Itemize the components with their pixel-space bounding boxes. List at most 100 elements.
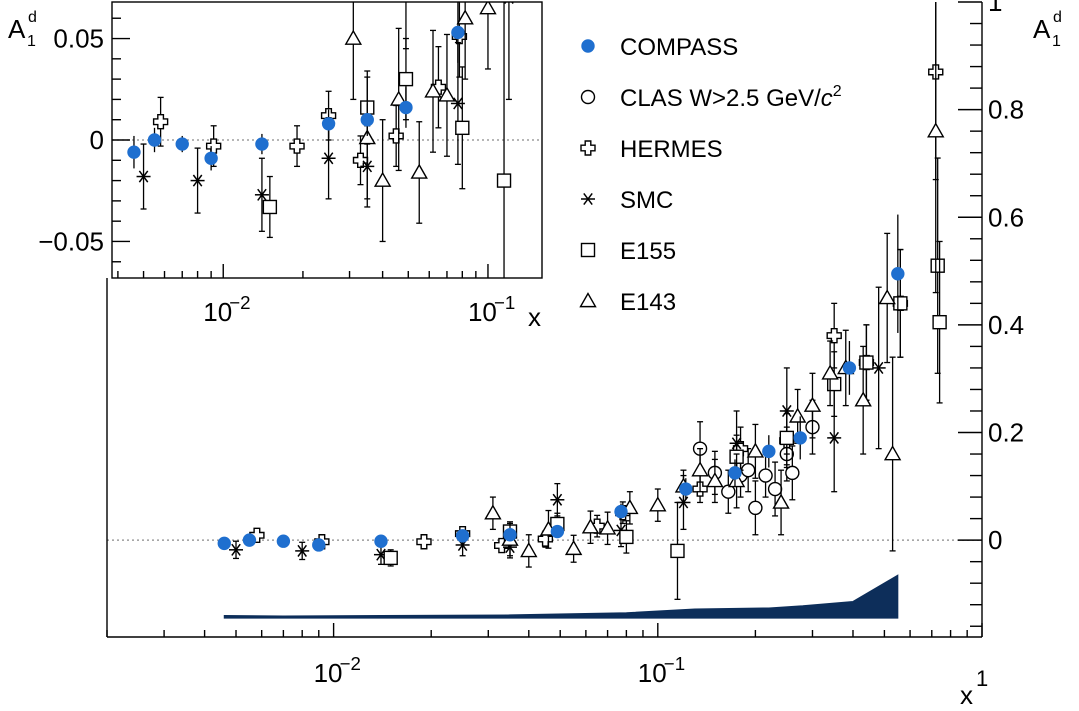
data-point-open-square-8 bbox=[859, 324, 874, 401]
y-tick-label: −0.05 bbox=[38, 226, 104, 256]
data-point-open-triangle-17 bbox=[821, 340, 839, 407]
data-point-open-triangle-20 bbox=[878, 232, 896, 364]
data-point-filled-circle-7 bbox=[550, 524, 565, 539]
legend-item-1: CLAS W>2.5 GeV/c2 bbox=[580, 83, 842, 112]
data-point-open-triangle-4 bbox=[564, 534, 583, 563]
inset-y-label-sup: d bbox=[28, 9, 37, 26]
data-point-filled-circle-14 bbox=[891, 214, 905, 333]
data-point-open-triangle-22 bbox=[927, 2, 945, 294]
data-point-open-triangle-3 bbox=[389, 27, 408, 172]
data-point-star-11 bbox=[871, 286, 886, 450]
inset-x-ticks: 10−2 10−1 bbox=[117, 264, 515, 327]
x-tick-label: 10 bbox=[203, 297, 232, 327]
y-tick-label: 0.05 bbox=[53, 24, 104, 54]
systematic-error-band bbox=[223, 574, 899, 619]
inset-y-ticks: −0.05 0 0.05 bbox=[38, 17, 130, 263]
main-y-label-sup: d bbox=[1053, 9, 1062, 26]
data-point-star-0 bbox=[136, 143, 151, 210]
data-point-open-triangle-0 bbox=[484, 496, 502, 531]
data-point-open-triangle-16 bbox=[803, 372, 822, 439]
data-point-open-triangle-5 bbox=[581, 510, 600, 545]
data-point-filled-circle-2 bbox=[276, 534, 291, 548]
y-tick-label: 0 bbox=[988, 525, 1002, 555]
legend-label: E155 bbox=[620, 238, 676, 265]
data-point-filled-circle-4 bbox=[255, 133, 269, 155]
data-point-open-square-9 bbox=[893, 248, 908, 358]
data-point-open-triangle-1 bbox=[358, 76, 376, 200]
data-point-open-triangle-6 bbox=[598, 511, 617, 546]
data-point-open-cross-0 bbox=[249, 527, 265, 543]
data-point-filled-circle-2 bbox=[175, 135, 189, 153]
data-point-open-square-0 bbox=[262, 175, 278, 239]
data-point-open-square-11 bbox=[932, 240, 947, 404]
data-point-open-triangle-4 bbox=[410, 121, 428, 224]
data-point-filled-circle-13 bbox=[842, 341, 857, 395]
legend-item-3: SMC bbox=[581, 187, 673, 214]
data-point-star-1 bbox=[295, 541, 310, 561]
data-point-filled-circle-0 bbox=[217, 536, 231, 551]
data-point-open-square-6 bbox=[779, 410, 795, 466]
data-point-open-triangle-6 bbox=[438, 33, 456, 157]
data-point-open-cross-6 bbox=[430, 45, 447, 129]
data-point-open-square-0 bbox=[383, 549, 398, 567]
y-tick-label: 0.6 bbox=[988, 202, 1024, 232]
data-point-filled-circle-5 bbox=[455, 529, 470, 543]
data-point-open-square-2 bbox=[398, 37, 414, 121]
main-x-ticks: 10−2 10−1 bbox=[106, 623, 983, 688]
data-point-filled-circle-1 bbox=[242, 533, 257, 547]
data-point-open-square-3 bbox=[455, 66, 470, 190]
data-point-open-triangle-19 bbox=[854, 345, 872, 455]
data-point-open-circle-9 bbox=[785, 445, 800, 501]
data-point-open-triangle-2 bbox=[520, 534, 538, 568]
main-x-label-exponent: 1 bbox=[976, 666, 988, 691]
data-point-star-5 bbox=[550, 482, 565, 517]
legend-label: COMPASS bbox=[620, 34, 738, 61]
x-tick-label-exponent: −2 bbox=[229, 292, 250, 313]
inset-y-label: A bbox=[8, 14, 26, 44]
x-tick-label: 10 bbox=[638, 658, 667, 688]
data-point-filled-circle-8 bbox=[451, 2, 465, 63]
data-point-filled-circle-9 bbox=[679, 478, 693, 500]
main-data-points bbox=[217, 2, 947, 600]
y-tick-label: 1 bbox=[988, 0, 1002, 17]
main-plot-area: 10−2 10−1 00.20.40.60.81 x 1 A 1 d bbox=[106, 0, 1062, 710]
legend-item-0: COMPASS bbox=[581, 34, 738, 61]
data-point-open-triangle-14 bbox=[772, 469, 790, 536]
data-point-filled-circle-6 bbox=[360, 103, 374, 136]
data-point-open-triangle-11 bbox=[706, 458, 724, 504]
data-point-filled-circle-10 bbox=[728, 459, 742, 487]
data-point-open-triangle-12 bbox=[727, 453, 746, 509]
systematic-band-shape bbox=[223, 574, 899, 619]
data-point-open-circle-5 bbox=[748, 480, 763, 536]
data-point-open-square-4 bbox=[670, 501, 685, 600]
data-point-star-0 bbox=[229, 540, 244, 560]
y-tick-label: 0.8 bbox=[988, 95, 1024, 125]
inset-data-points bbox=[127, 2, 514, 278]
data-point-filled-circle-6 bbox=[503, 528, 517, 542]
main-y-label-sub: 1 bbox=[1052, 33, 1061, 50]
data-point-filled-circle-3 bbox=[312, 538, 326, 552]
x-tick-label-exponent: −1 bbox=[494, 292, 515, 313]
data-point-filled-circle-7 bbox=[399, 87, 413, 128]
x-tick-label: 10 bbox=[314, 658, 343, 688]
legend: COMPASS CLAS W>2.5 GeV/c2 HERMES SMC E155 E14… bbox=[579, 34, 842, 316]
main-y-ticks: 0 0.2 0.4 0.6 0.8 1 bbox=[958, 0, 1024, 627]
y-tick-label: 0.2 bbox=[988, 418, 1024, 448]
data-point-star-2 bbox=[254, 157, 269, 232]
y-tick-label: 0.4 bbox=[988, 310, 1024, 340]
data-point-open-square-3 bbox=[619, 520, 634, 554]
data-point-open-triangle-0 bbox=[344, 2, 363, 101]
data-point-open-triangle-10 bbox=[691, 448, 709, 493]
data-point-filled-circle-8 bbox=[614, 503, 628, 520]
main-axes bbox=[106, 2, 983, 638]
legend-label: SMC bbox=[620, 187, 673, 214]
data-point-open-triangle-13 bbox=[746, 423, 765, 479]
data-point-open-circle-2 bbox=[721, 469, 736, 514]
data-point-filled-circle-12 bbox=[793, 416, 807, 460]
main-y-label: A bbox=[1033, 14, 1051, 44]
data-point-open-triangle-5 bbox=[424, 29, 442, 153]
data-point-filled-circle-0 bbox=[127, 135, 141, 169]
inset-y-label-sub: 1 bbox=[27, 33, 36, 50]
